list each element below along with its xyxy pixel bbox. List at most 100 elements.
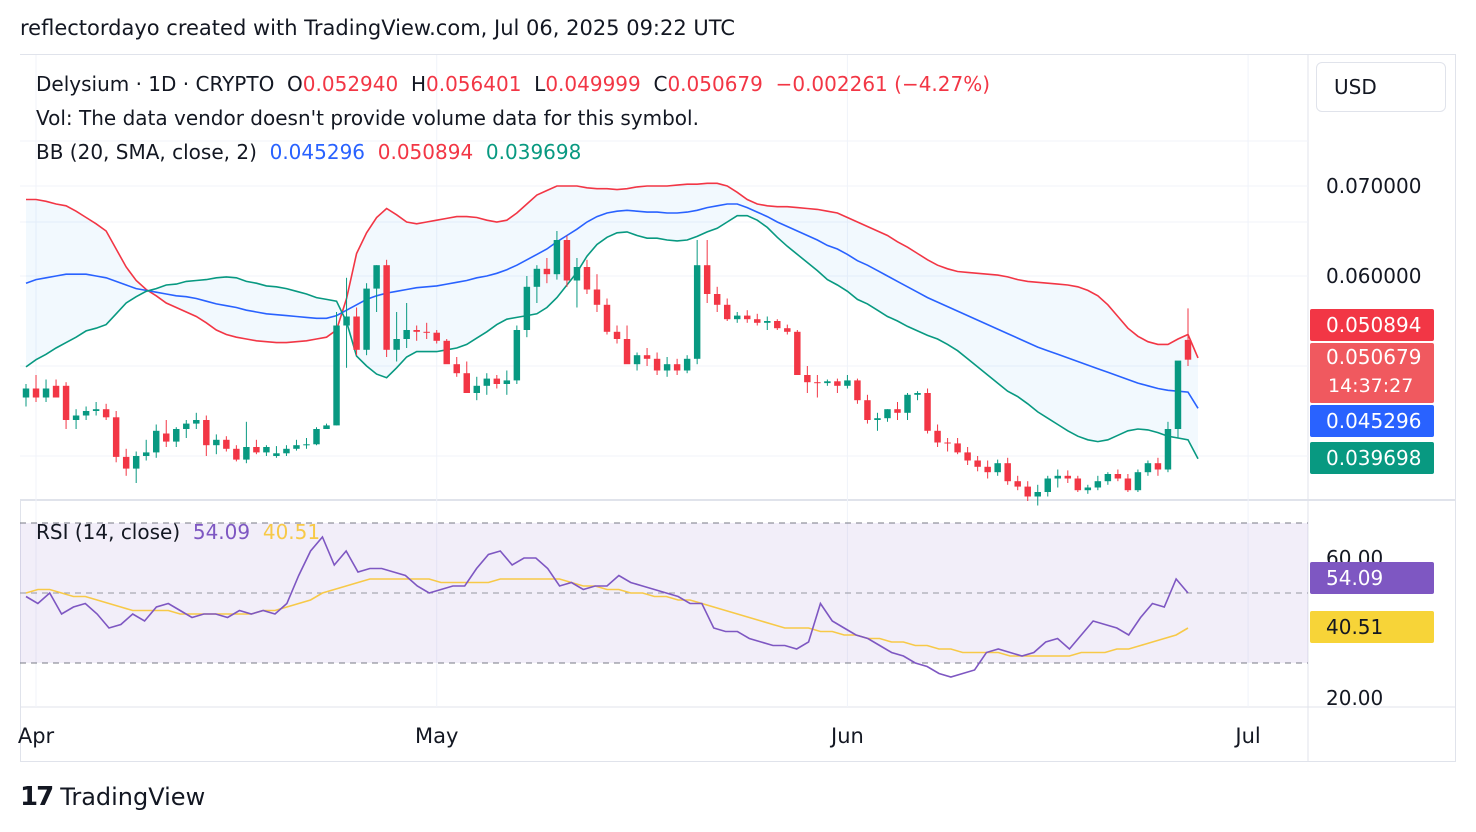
rsi-tag: 54.09 bbox=[1310, 562, 1434, 594]
candle-body bbox=[633, 355, 641, 365]
candle-body bbox=[1144, 463, 1152, 473]
candle-body bbox=[163, 433, 170, 442]
candle-body bbox=[854, 380, 861, 401]
rsi-ma-value: 40.51 bbox=[262, 520, 321, 544]
candle-body bbox=[523, 286, 531, 330]
tradingview-logo-icon: 17 bbox=[20, 782, 54, 812]
brand-name: TradingView bbox=[60, 783, 206, 811]
candle-body bbox=[723, 304, 731, 320]
candle-body bbox=[82, 411, 90, 416]
bb-upper-value: 0.050894 bbox=[377, 140, 474, 164]
open-value: 0.052940 bbox=[302, 72, 399, 96]
candle-body bbox=[553, 240, 561, 275]
candle-body bbox=[894, 409, 901, 413]
candle-body bbox=[343, 316, 350, 326]
candle-body bbox=[423, 331, 430, 333]
candle-body bbox=[102, 409, 110, 418]
candle-body bbox=[824, 381, 831, 384]
change-value: −0.002261 (−4.27%) bbox=[775, 72, 991, 96]
candle-body bbox=[874, 418, 881, 420]
candle-body bbox=[864, 400, 871, 420]
candle-body bbox=[573, 267, 581, 281]
candle-body bbox=[1054, 475, 1062, 479]
candle-body bbox=[213, 439, 220, 446]
bb-upper-line bbox=[26, 182, 1199, 359]
candle-body bbox=[1134, 472, 1142, 491]
candle-body bbox=[503, 380, 511, 384]
close-label: C bbox=[653, 72, 668, 96]
candle-body bbox=[393, 339, 400, 350]
candle-body bbox=[453, 364, 460, 374]
candle-body bbox=[1074, 478, 1082, 491]
candle-body bbox=[1064, 475, 1072, 479]
rsi-legend[interactable]: RSI (14, close) 54.09 40.51 bbox=[36, 520, 320, 544]
candle-body bbox=[363, 288, 370, 350]
candle-body bbox=[533, 268, 541, 287]
basis-tag: 0.045296 bbox=[1310, 405, 1434, 437]
candle-body bbox=[593, 289, 601, 305]
candle-body bbox=[142, 452, 150, 456]
lower-band-tag: 0.039698 bbox=[1310, 442, 1434, 474]
candle-body bbox=[513, 330, 521, 381]
candle-body bbox=[193, 420, 200, 424]
time-tick-label: Jul bbox=[1233, 724, 1260, 748]
time-tick-label: Jun bbox=[829, 724, 864, 748]
candle-body bbox=[373, 265, 380, 289]
candle-body bbox=[583, 267, 591, 290]
candle-body bbox=[62, 385, 70, 420]
candle-body bbox=[353, 316, 360, 350]
candle-body bbox=[954, 443, 961, 453]
candle-body bbox=[112, 417, 120, 457]
bb-legend[interactable]: BB (20, SMA, close, 2) 0.045296 0.050894… bbox=[36, 140, 581, 164]
candle-body bbox=[493, 378, 501, 384]
time-tick-label: May bbox=[415, 724, 458, 748]
candle-body bbox=[934, 430, 941, 443]
candles bbox=[22, 231, 1192, 506]
candle-body bbox=[713, 294, 721, 305]
candle-body bbox=[693, 265, 701, 359]
rsi-ma-tag: 40.51 bbox=[1310, 611, 1434, 643]
currency-selector[interactable]: USD bbox=[1316, 62, 1446, 112]
candle-body bbox=[613, 331, 621, 339]
high-value: 0.056401 bbox=[426, 72, 522, 96]
candle-body bbox=[72, 415, 80, 420]
rsi-pane bbox=[20, 522, 1308, 678]
candle-body bbox=[1044, 478, 1051, 492]
candle-body bbox=[764, 321, 771, 323]
low-value: 0.049999 bbox=[545, 72, 641, 96]
rsi-value: 54.09 bbox=[192, 520, 251, 544]
symbol-name[interactable]: Delysium · 1D · CRYPTO bbox=[36, 72, 275, 96]
candle-body bbox=[22, 388, 30, 398]
candle-body bbox=[323, 425, 330, 429]
brand-footer[interactable]: 17 TradingView bbox=[20, 782, 205, 812]
candle-body bbox=[964, 452, 971, 461]
candle-body bbox=[1084, 487, 1092, 491]
candle-body bbox=[313, 429, 320, 445]
candle-body bbox=[32, 388, 40, 398]
rsi-line bbox=[25, 535, 1189, 678]
rsi-label: RSI (14, close) bbox=[36, 520, 181, 544]
volume-note: Vol: The data vendor doesn't provide vol… bbox=[36, 106, 699, 130]
candle-body bbox=[974, 460, 981, 467]
candle-body bbox=[1104, 474, 1112, 482]
candle-body bbox=[443, 340, 450, 365]
close-value: 0.050679 bbox=[667, 72, 763, 96]
candle-body bbox=[433, 332, 440, 341]
candle-body bbox=[273, 453, 280, 456]
candle-body bbox=[1034, 492, 1041, 497]
candle-body bbox=[92, 409, 100, 411]
candle-body bbox=[673, 364, 681, 371]
candle-body bbox=[884, 409, 891, 419]
candle-body bbox=[303, 444, 310, 446]
candle-body bbox=[183, 423, 190, 429]
candle-body bbox=[733, 315, 741, 320]
candle-body bbox=[1154, 463, 1162, 470]
candle-body bbox=[944, 442, 951, 444]
open-label: O bbox=[287, 72, 303, 96]
last-price-tag: 0.050679 14:37:27 bbox=[1310, 343, 1434, 403]
candle-body bbox=[1164, 429, 1172, 470]
low-label: L bbox=[534, 72, 546, 96]
candle-body bbox=[403, 330, 410, 339]
candle-body bbox=[784, 328, 791, 332]
